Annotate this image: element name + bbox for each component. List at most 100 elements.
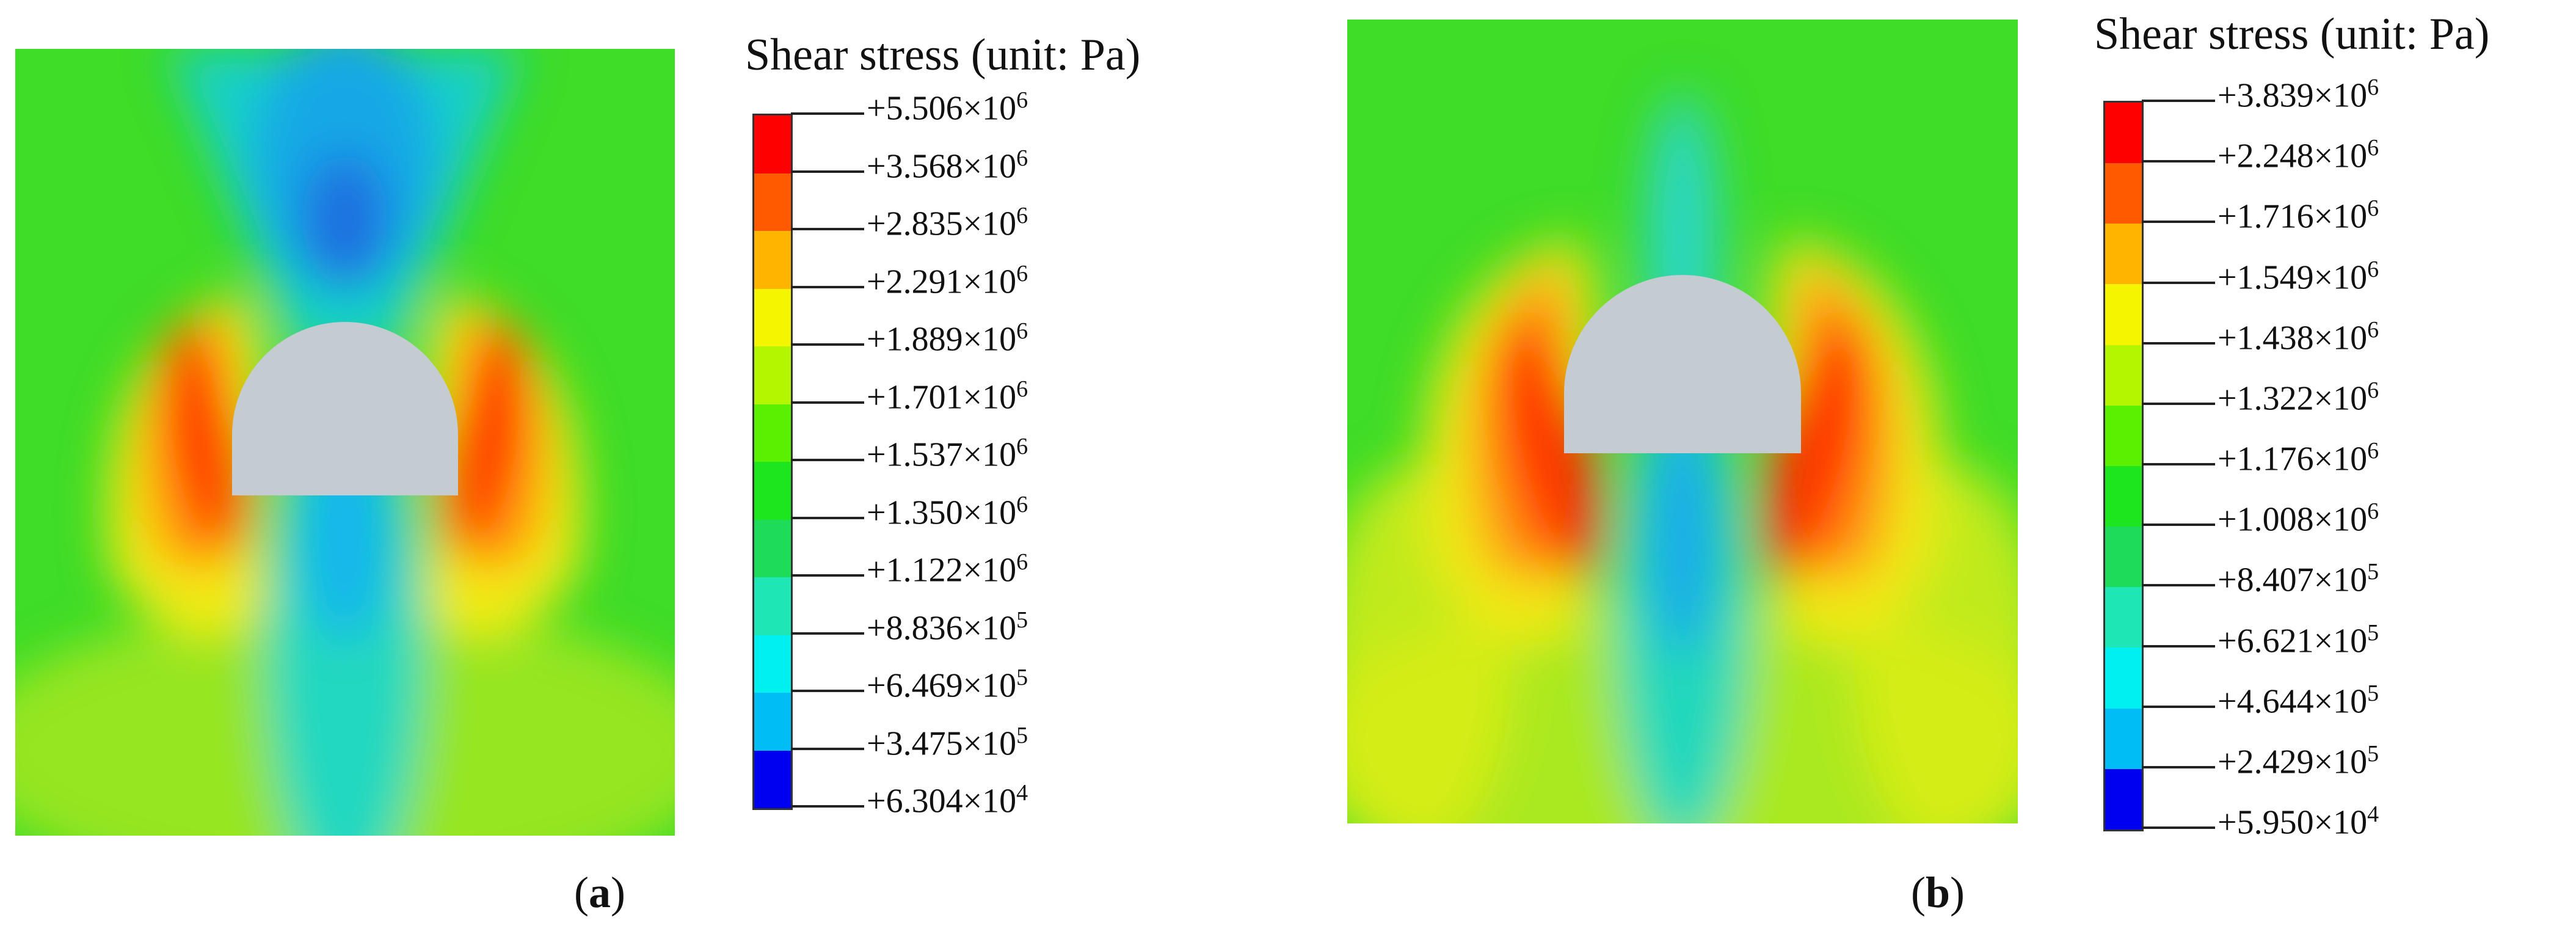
tick-label: +2.248×106 xyxy=(2218,134,2379,176)
tick-exponent: 6 xyxy=(2367,498,2379,525)
tick-label: +2.835×106 xyxy=(867,202,1028,244)
tick-exponent: 6 xyxy=(2367,75,2379,100)
tick-exponent: 4 xyxy=(1016,780,1028,806)
color-scale-ticks: +5.506×106 +3.568×106 +2.835×106 +2.291×106… xyxy=(791,87,1096,820)
tick-mantissa: +2.248×10 xyxy=(2218,137,2368,175)
tick-line xyxy=(2142,584,2215,587)
tick-line xyxy=(2142,160,2215,163)
tick-line xyxy=(791,401,864,404)
shear-stress-field-b xyxy=(1347,20,2018,823)
tick-mantissa: +8.407×10 xyxy=(2218,561,2368,599)
tick-mantissa: +1.008×10 xyxy=(2218,500,2368,539)
tick-line xyxy=(2142,644,2215,648)
tick-mantissa: +5.506×10 xyxy=(867,89,1017,128)
tick-mantissa: +1.549×10 xyxy=(2218,258,2368,297)
tick-label: +5.950×104 xyxy=(2218,801,2379,842)
tick-line xyxy=(2142,524,2215,527)
tick-exponent: 6 xyxy=(2367,256,2379,282)
tick-mantissa: +1.322×10 xyxy=(2218,379,2368,418)
tick-label: +5.506×106 xyxy=(867,87,1028,128)
tick-mantissa: +1.350×10 xyxy=(867,494,1017,532)
tick-line xyxy=(2142,826,2215,829)
tick-exponent: 5 xyxy=(2367,740,2379,767)
tick-label: +2.291×106 xyxy=(867,260,1028,302)
tick-line xyxy=(2142,705,2215,708)
tick-line xyxy=(2142,221,2215,224)
tick-line xyxy=(791,112,864,115)
tick-label: +6.469×105 xyxy=(867,664,1028,706)
color-swatch xyxy=(754,635,791,693)
tick-label: +1.537×106 xyxy=(867,433,1028,475)
tick-line xyxy=(2142,341,2215,345)
tick-label: +8.836×105 xyxy=(867,607,1028,648)
tick-mantissa: +2.429×10 xyxy=(2218,743,2368,781)
tick-label: +1.438×106 xyxy=(2218,316,2379,358)
color-swatch xyxy=(2105,284,2142,345)
tick-exponent: 6 xyxy=(1016,145,1028,171)
panel-caption: (b) xyxy=(1911,868,1965,917)
color-swatch xyxy=(754,173,791,231)
tick-line xyxy=(2142,402,2215,405)
tick-label: +1.176×106 xyxy=(2218,437,2379,479)
tick-exponent: 5 xyxy=(1016,665,1028,690)
tick-exponent: 5 xyxy=(1016,607,1028,633)
tick-label: +1.122×106 xyxy=(867,549,1028,590)
tick-mantissa: +3.475×10 xyxy=(867,724,1017,763)
tick-label: +3.475×105 xyxy=(867,722,1028,764)
panel-caption: (a) xyxy=(574,868,625,917)
tick-label: +1.008×106 xyxy=(2218,498,2379,539)
tick-exponent: 5 xyxy=(2367,680,2379,706)
tick-label: +3.568×106 xyxy=(867,145,1028,186)
tick-label: +6.304×104 xyxy=(867,779,1028,821)
tick-line xyxy=(2142,463,2215,465)
tick-label: +1.549×106 xyxy=(2218,256,2379,297)
tick-label: +2.429×105 xyxy=(2218,740,2379,782)
tick-exponent: 6 xyxy=(1016,434,1028,459)
tick-exponent: 6 xyxy=(1016,549,1028,575)
tunnel-opening-a xyxy=(232,322,458,495)
tick-label: +1.322×106 xyxy=(2218,377,2379,418)
color-scale-bar xyxy=(2103,101,2144,831)
panel-b: Shear stress (unit: Pa) +3.839×106 +2.248… xyxy=(1288,0,2576,934)
tick-mantissa: +5.950×10 xyxy=(2218,803,2368,842)
color-swatch xyxy=(2105,163,2142,224)
tick-label: +1.350×106 xyxy=(867,491,1028,533)
tick-mantissa: +3.839×10 xyxy=(2218,76,2368,115)
color-swatch xyxy=(2105,708,2142,769)
tick-line xyxy=(791,459,864,461)
tick-line xyxy=(791,170,864,173)
color-swatch xyxy=(754,346,791,404)
shear-stress-field-a xyxy=(15,49,675,836)
tick-label: +1.716×106 xyxy=(2218,195,2379,236)
tick-line xyxy=(2142,100,2215,102)
tick-exponent: 6 xyxy=(1016,203,1028,228)
color-swatch xyxy=(754,519,791,577)
color-scale-bar xyxy=(752,114,793,810)
tunnel-opening-b xyxy=(1564,275,1801,453)
tick-mantissa: +2.835×10 xyxy=(867,205,1017,243)
tick-mantissa: +1.537×10 xyxy=(867,436,1017,474)
color-swatch xyxy=(2105,345,2142,406)
tick-mantissa: +1.438×10 xyxy=(2218,319,2368,357)
tick-label: +1.889×106 xyxy=(867,318,1028,359)
tick-label: +6.621×105 xyxy=(2218,619,2379,661)
tick-label: +8.407×105 xyxy=(2218,558,2379,600)
tick-exponent: 6 xyxy=(1016,318,1028,344)
color-swatch xyxy=(2105,103,2142,164)
tick-exponent: 6 xyxy=(2367,377,2379,403)
tick-exponent: 6 xyxy=(1016,491,1028,517)
color-swatch xyxy=(2105,527,2142,588)
color-swatch xyxy=(754,404,791,462)
tick-line xyxy=(791,805,864,808)
color-swatch xyxy=(2105,224,2142,285)
color-swatch xyxy=(754,693,791,751)
tick-exponent: 5 xyxy=(2367,619,2379,646)
tick-exponent: 6 xyxy=(1016,376,1028,402)
color-swatch xyxy=(2105,648,2142,709)
color-swatch xyxy=(2105,465,2142,527)
tick-line xyxy=(791,516,864,519)
tick-label: +4.644×105 xyxy=(2218,680,2379,721)
tick-line xyxy=(791,285,864,288)
tick-exponent: 6 xyxy=(1016,87,1028,113)
tick-exponent: 4 xyxy=(2367,801,2379,827)
